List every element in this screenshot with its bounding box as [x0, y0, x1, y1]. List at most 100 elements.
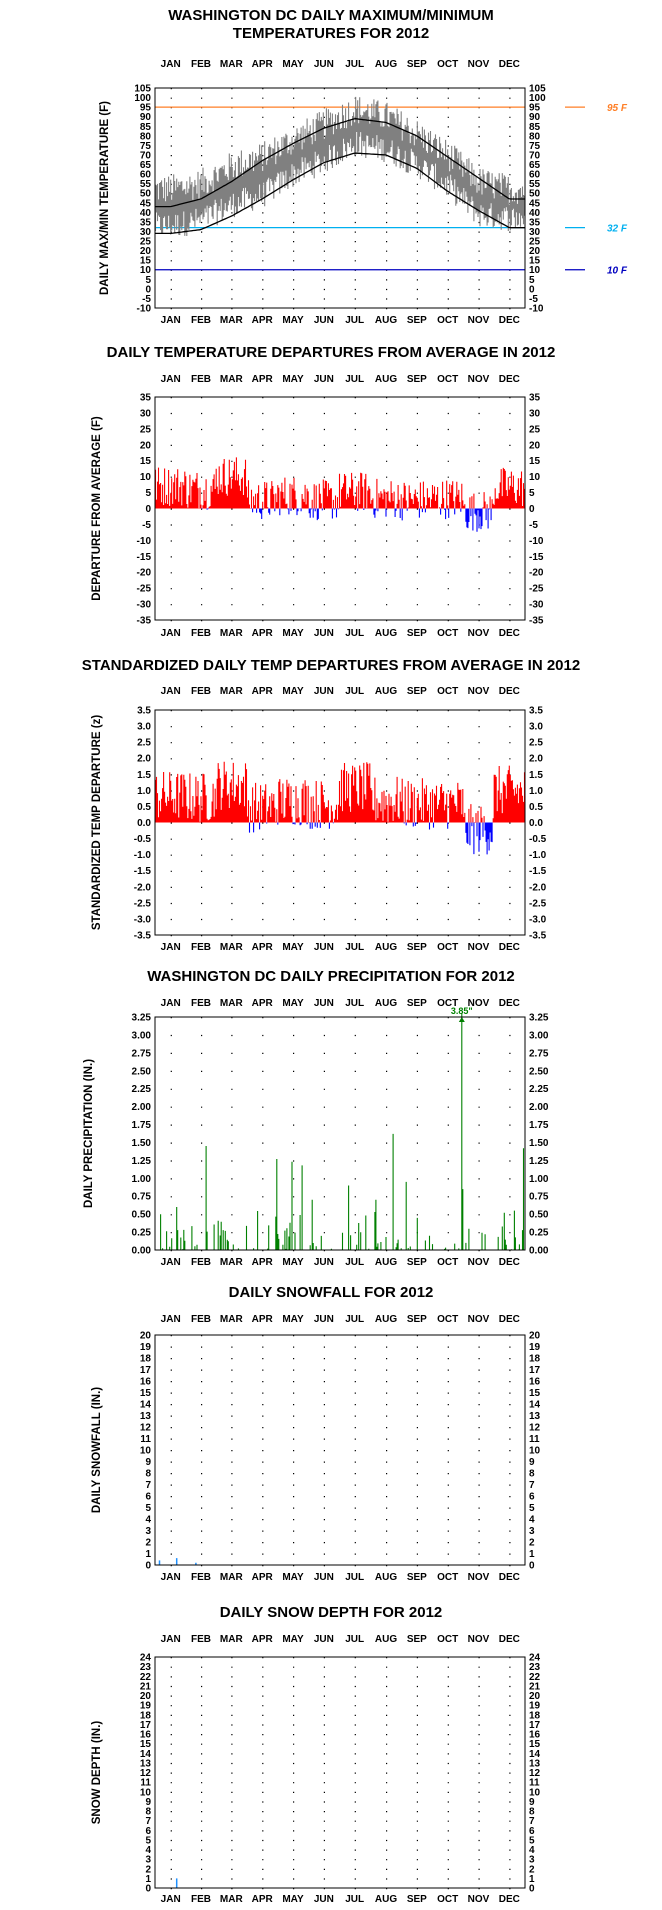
normal-high-line — [155, 118, 525, 208]
y-tick-label-right: 5 — [529, 1503, 535, 1514]
y-tick-label-right: 2.5 — [529, 738, 543, 749]
month-label-top: FEB — [191, 1634, 211, 1645]
y-tick-label-right: 30 — [529, 227, 541, 238]
reference-line-label: 32 F — [607, 224, 628, 235]
y-tick-label-left: 4 — [145, 1515, 151, 1526]
y-tick-label-left: 3.5 — [137, 706, 151, 717]
month-label-bottom: MAR — [220, 628, 244, 639]
chart-precipitation: WASHINGTON DC DAILY PRECIPITATION FOR 20… — [83, 968, 549, 1268]
y-tick-label-left: 1.0 — [137, 786, 151, 797]
y-tick-label-left: 6 — [145, 1826, 151, 1837]
y-tick-label-right: 0 — [529, 504, 535, 515]
y-tick-label-right: 5 — [529, 275, 535, 286]
y-tick-label-left: 0 — [145, 504, 151, 515]
month-label-top: JUN — [314, 1314, 334, 1325]
month-label-top: APR — [252, 686, 274, 697]
y-tick-label-left: -3.0 — [134, 914, 152, 925]
month-label-bottom: NOV — [468, 1572, 490, 1583]
y-tick-label-right: 21 — [529, 1681, 541, 1692]
month-label-top: SEP — [407, 686, 427, 697]
y-tick-label-left: 85 — [140, 122, 152, 133]
y-tick-label-left: 2 — [145, 1864, 151, 1875]
y-tick-label-left: 13 — [140, 1758, 152, 1769]
month-label-bottom: MAR — [220, 1572, 244, 1583]
y-tick-label-left: 3.0 — [137, 722, 151, 733]
y-tick-label-left: 1.75 — [132, 1120, 152, 1131]
month-label-top: DEC — [499, 998, 520, 1009]
y-tick-label-left: 16 — [140, 1377, 152, 1388]
month-label-top: MAY — [282, 59, 304, 70]
month-label-bottom: SEP — [407, 942, 427, 953]
y-tick-label-right: 10 — [529, 472, 541, 483]
y-tick-label-left: -2.0 — [134, 882, 152, 893]
y-axis-label: STANDARDIZED TEMP DEPARTURE (z) — [91, 715, 103, 930]
chart-title: WASHINGTON DC DAILY MAXIMUM/MINIMUM — [168, 7, 494, 24]
precip-bars — [160, 1013, 525, 1250]
y-tick-label-right: -0.5 — [529, 834, 547, 845]
y-tick-label-left: 20 — [140, 1691, 152, 1702]
y-tick-label-left: 65 — [140, 160, 152, 171]
y-tick-label-left: 10 — [140, 265, 152, 276]
y-tick-label-right: 15 — [529, 256, 541, 267]
y-tick-label-right: -25 — [529, 584, 544, 595]
month-label-bottom: JUN — [314, 628, 334, 639]
y-tick-label-right: -1.0 — [529, 850, 547, 861]
y-tick-label-left: 10 — [140, 1446, 152, 1457]
y-tick-label-right: 13 — [529, 1411, 541, 1422]
negative-departure-bars — [248, 822, 493, 855]
month-label-top: OCT — [437, 1314, 458, 1325]
month-label-bottom: FEB — [191, 628, 211, 639]
y-tick-label-left: 95 — [140, 103, 152, 114]
y-tick-label-left: -30 — [137, 600, 152, 611]
month-label-top: AUG — [375, 1314, 397, 1325]
y-tick-label-right: 15 — [529, 1739, 541, 1750]
y-tick-label-right: -5 — [529, 294, 538, 305]
chart-standardized: STANDARDIZED DAILY TEMP DEPARTURES FROM … — [82, 657, 580, 953]
month-label-top: JUL — [345, 686, 364, 697]
month-label-bottom: MAY — [282, 315, 304, 326]
month-label-bottom: JAN — [161, 1572, 181, 1583]
month-label-top: JUN — [314, 1634, 334, 1645]
y-tick-label-right: 8 — [529, 1807, 535, 1818]
month-label-bottom: MAR — [220, 942, 244, 953]
grid-dots — [170, 1335, 511, 1567]
month-label-bottom: MAY — [282, 1894, 304, 1905]
y-tick-label-right: 2 — [529, 1864, 535, 1875]
y-tick-label-right: -35 — [529, 616, 544, 627]
month-label-top: APR — [252, 998, 274, 1009]
month-label-bottom: AUG — [375, 315, 397, 326]
month-label-bottom: JAN — [161, 1257, 181, 1268]
y-tick-label-right: 24 — [529, 1653, 541, 1664]
y-tick-label-right: 55 — [529, 179, 541, 190]
y-tick-label-right: 11 — [529, 1434, 540, 1445]
y-tick-label-left: -5 — [142, 294, 151, 305]
y-tick-label-left: 18 — [140, 1354, 152, 1365]
chart-title: DAILY TEMPERATURE DEPARTURES FROM AVERAG… — [107, 344, 556, 361]
month-label-top: OCT — [437, 1634, 458, 1645]
y-tick-label-left: -3.5 — [134, 931, 152, 942]
month-label-top: MAY — [282, 1634, 304, 1645]
y-tick-label-left: 0.00 — [132, 1246, 152, 1257]
y-tick-label-right: 2.50 — [529, 1066, 549, 1077]
y-tick-label-left: -0.5 — [134, 834, 152, 845]
y-tick-label-left: -10 — [137, 304, 152, 315]
y-tick-label-left: 3.00 — [132, 1030, 152, 1041]
month-label-bottom: MAY — [282, 1257, 304, 1268]
y-axis-label: SNOW DEPTH (IN.) — [91, 1721, 103, 1825]
y-tick-label-right: 12 — [529, 1423, 541, 1434]
y-tick-label-right: 20 — [529, 246, 541, 257]
y-tick-label-right: 18 — [529, 1354, 541, 1365]
y-tick-label-right: 1 — [529, 1874, 535, 1885]
month-label-top: APR — [252, 1314, 274, 1325]
month-label-top: JUL — [345, 1314, 364, 1325]
y-tick-label-left: 15 — [140, 1739, 152, 1750]
month-label-top: MAY — [282, 374, 304, 385]
y-tick-label-left: 15 — [140, 1388, 152, 1399]
y-tick-label-left: 22 — [140, 1672, 152, 1683]
y-tick-label-right: 0 — [529, 1561, 535, 1572]
month-label-top: SEP — [407, 59, 427, 70]
y-tick-label-right: 3.25 — [529, 1013, 549, 1024]
y-tick-label-left: 16 — [140, 1730, 152, 1741]
month-label-bottom: OCT — [437, 942, 458, 953]
y-tick-label-right: 16 — [529, 1730, 541, 1741]
